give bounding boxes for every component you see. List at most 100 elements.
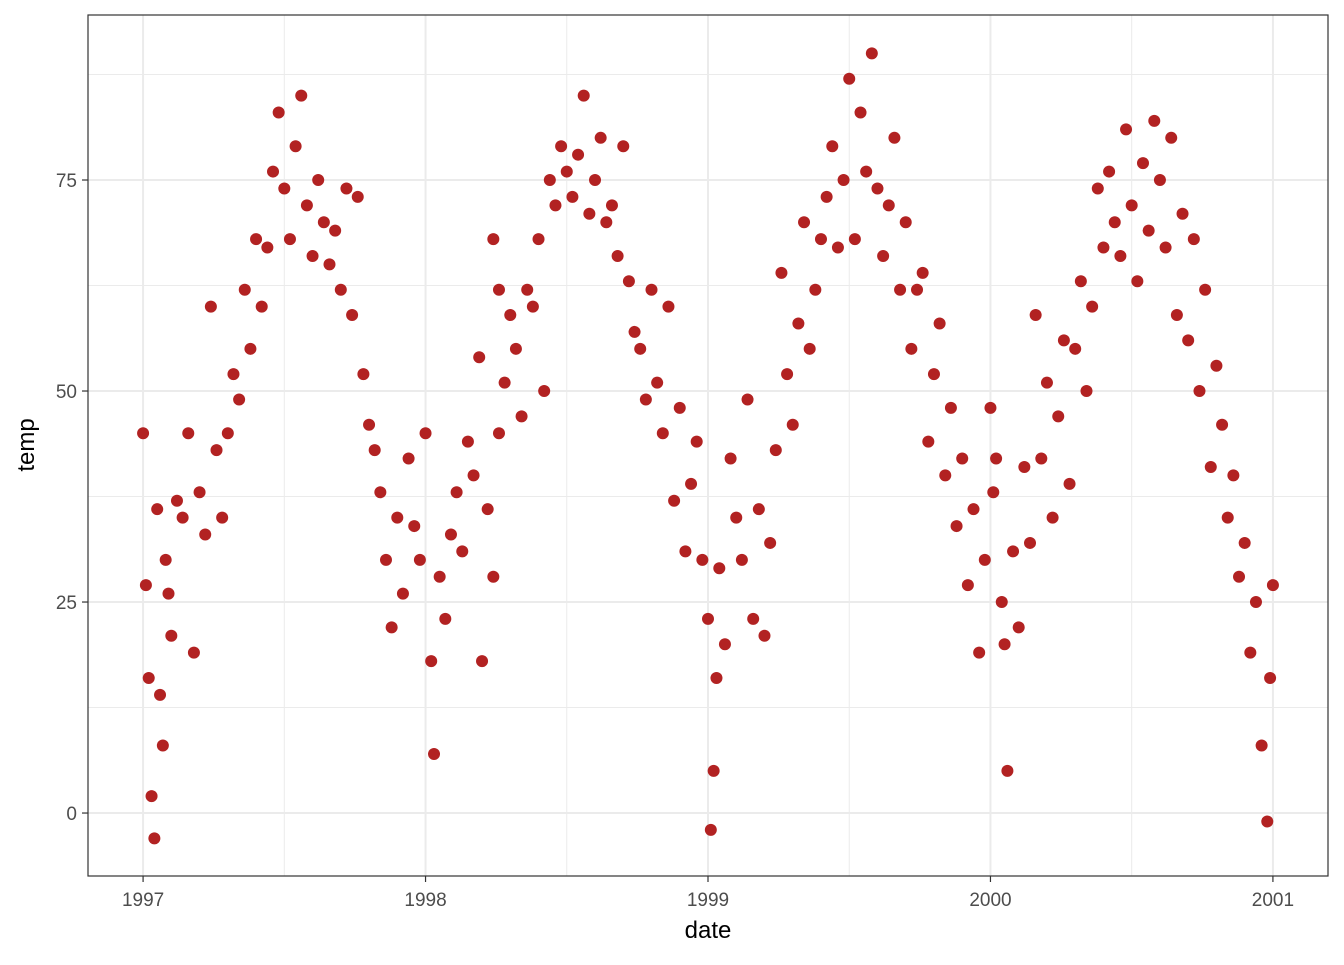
point bbox=[521, 283, 534, 296]
point bbox=[645, 283, 658, 296]
point bbox=[1018, 460, 1031, 473]
point bbox=[713, 562, 726, 575]
point bbox=[461, 435, 474, 448]
point bbox=[1069, 342, 1082, 355]
point bbox=[922, 435, 935, 448]
point bbox=[1199, 283, 1212, 296]
point bbox=[617, 140, 630, 153]
point bbox=[967, 503, 980, 516]
point bbox=[532, 233, 545, 246]
point bbox=[628, 325, 641, 338]
point bbox=[317, 216, 330, 229]
point bbox=[1103, 165, 1116, 178]
point bbox=[165, 629, 178, 642]
point bbox=[151, 503, 164, 516]
point bbox=[374, 486, 387, 499]
point bbox=[798, 216, 811, 229]
point bbox=[289, 140, 302, 153]
point bbox=[1120, 123, 1133, 136]
point bbox=[549, 199, 562, 212]
x-tick-label: 2000 bbox=[969, 890, 1011, 911]
point bbox=[244, 342, 257, 355]
point bbox=[888, 131, 901, 144]
point bbox=[1024, 536, 1037, 549]
point bbox=[1057, 334, 1070, 347]
point bbox=[741, 393, 754, 406]
point bbox=[1182, 334, 1195, 347]
point bbox=[1221, 511, 1234, 524]
point bbox=[956, 452, 969, 465]
point bbox=[402, 452, 415, 465]
point bbox=[758, 629, 771, 642]
point bbox=[735, 553, 748, 566]
point bbox=[809, 283, 822, 296]
point bbox=[538, 385, 551, 398]
point bbox=[329, 224, 342, 237]
point bbox=[255, 300, 268, 313]
point bbox=[1249, 596, 1262, 609]
point bbox=[1210, 359, 1223, 372]
point bbox=[323, 258, 336, 271]
point bbox=[433, 570, 446, 583]
point bbox=[346, 309, 359, 322]
point bbox=[1086, 300, 1099, 313]
point bbox=[1080, 385, 1093, 398]
point bbox=[639, 393, 652, 406]
point bbox=[1170, 309, 1183, 322]
point bbox=[730, 511, 743, 524]
point bbox=[1204, 460, 1217, 473]
point bbox=[1187, 233, 1200, 246]
point bbox=[1040, 376, 1053, 389]
point bbox=[385, 621, 398, 634]
point bbox=[473, 351, 486, 364]
point bbox=[1148, 114, 1161, 127]
point bbox=[1159, 241, 1172, 254]
point bbox=[148, 832, 161, 845]
point bbox=[622, 275, 635, 288]
point bbox=[882, 199, 895, 212]
point bbox=[803, 342, 816, 355]
point bbox=[905, 342, 918, 355]
point bbox=[391, 511, 404, 524]
y-tick-label: 50 bbox=[56, 382, 77, 403]
point bbox=[450, 486, 463, 499]
point bbox=[1029, 309, 1042, 322]
point bbox=[1136, 157, 1149, 170]
point bbox=[238, 283, 251, 296]
point bbox=[159, 553, 172, 566]
point bbox=[487, 570, 500, 583]
x-tick-label: 1998 bbox=[404, 890, 446, 911]
y-tick-label: 0 bbox=[66, 804, 77, 825]
point bbox=[221, 427, 234, 440]
point bbox=[233, 393, 246, 406]
point bbox=[860, 165, 873, 178]
point bbox=[481, 503, 494, 516]
point bbox=[193, 486, 206, 499]
point bbox=[187, 646, 200, 659]
point bbox=[911, 283, 924, 296]
point bbox=[1091, 182, 1104, 195]
point bbox=[724, 452, 737, 465]
point bbox=[154, 688, 167, 701]
point bbox=[1035, 452, 1048, 465]
point bbox=[278, 182, 291, 195]
point bbox=[498, 376, 511, 389]
point bbox=[826, 140, 839, 153]
point bbox=[334, 283, 347, 296]
point bbox=[987, 486, 1000, 499]
point bbox=[718, 638, 731, 651]
point bbox=[704, 823, 717, 836]
point bbox=[916, 266, 929, 279]
point bbox=[216, 511, 229, 524]
point bbox=[710, 671, 723, 684]
point bbox=[792, 317, 805, 330]
point bbox=[854, 106, 867, 119]
point bbox=[984, 401, 997, 414]
point bbox=[899, 216, 912, 229]
point bbox=[492, 283, 505, 296]
point bbox=[444, 528, 457, 541]
x-tick-label: 1999 bbox=[687, 890, 729, 911]
y-axis-label: temp bbox=[13, 418, 40, 471]
point bbox=[1097, 241, 1110, 254]
